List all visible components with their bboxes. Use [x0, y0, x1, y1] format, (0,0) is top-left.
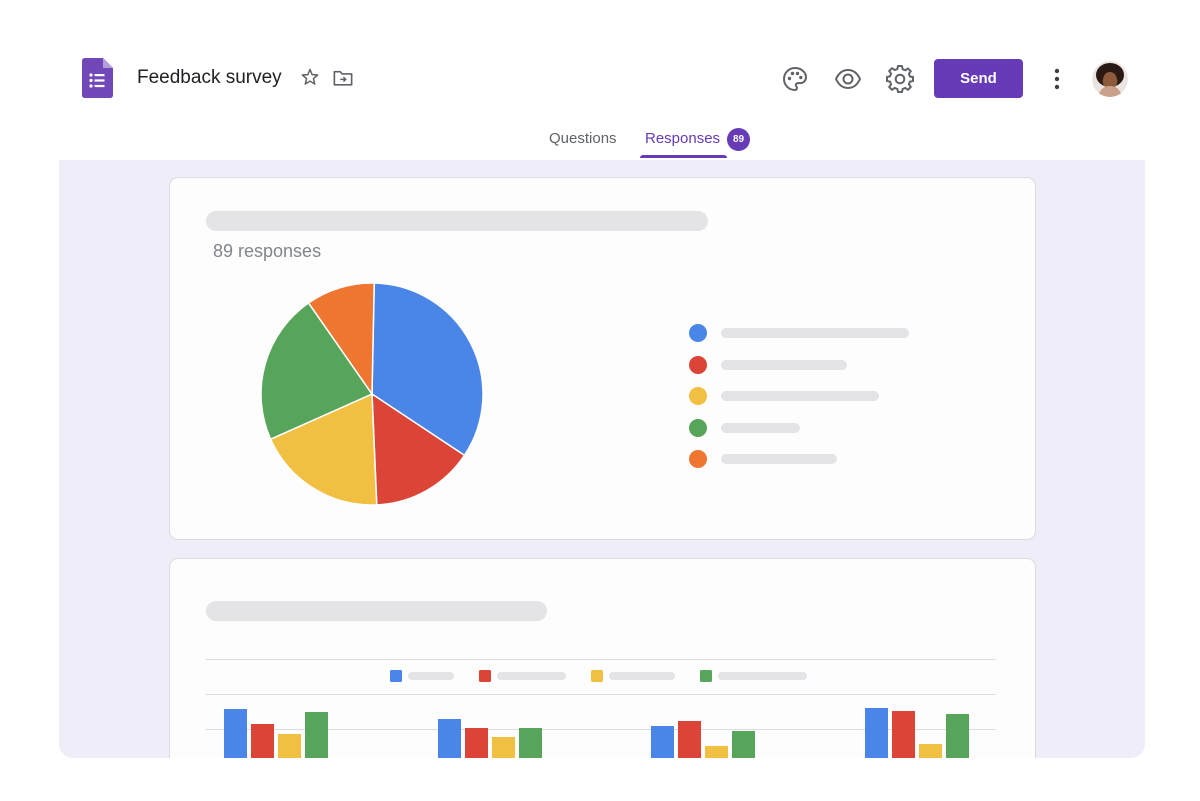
bar-g2-s2[interactable]: [465, 728, 488, 758]
bar-chart: [206, 659, 996, 758]
question-title-placeholder: [206, 601, 547, 621]
bar-g3-s4[interactable]: [732, 731, 755, 758]
bar-summary-card: [169, 558, 1036, 758]
avatar-image: [1092, 61, 1128, 97]
pie-chart: [260, 282, 484, 506]
bar-legend-swatch-1: [390, 670, 402, 682]
active-tab-indicator: [640, 155, 727, 158]
palette-icon[interactable]: [782, 66, 808, 92]
response-count: 89 responses: [213, 241, 322, 261]
send-button[interactable]: Send: [934, 59, 1023, 98]
bar-g2-s1[interactable]: [438, 719, 461, 758]
star-icon[interactable]: [300, 67, 320, 87]
bar-legend-label-placeholder-1: [408, 672, 454, 680]
legend-dot-5: [689, 450, 707, 468]
bar-g1-s3[interactable]: [278, 734, 301, 758]
legend-label-placeholder-1: [721, 328, 909, 338]
bar-g3-s1[interactable]: [651, 726, 674, 758]
form-title[interactable]: Feedback survey: [137, 67, 282, 88]
responses-count-badge: 89: [727, 128, 750, 151]
bar-legend-swatch-2: [479, 670, 491, 682]
pie-slice-2[interactable]: [371, 392, 466, 506]
tab-responses[interactable]: Responses: [645, 130, 721, 147]
bar-g1-s4[interactable]: [305, 712, 328, 758]
responses-canvas: 89 responses: [59, 160, 1145, 758]
question-title-placeholder: [206, 211, 708, 231]
bar-legend-label-placeholder-3: [609, 672, 675, 680]
bar-g3-s2[interactable]: [678, 721, 701, 758]
bar-g1-s2[interactable]: [251, 724, 274, 758]
avatar[interactable]: [1092, 61, 1128, 97]
pie-slice-3[interactable]: [269, 392, 378, 506]
bar-g3-s3[interactable]: [705, 746, 728, 758]
preview-eye-icon[interactable]: [834, 67, 862, 91]
more-vert-icon[interactable]: [1050, 67, 1064, 91]
bar-g4-s3[interactable]: [919, 744, 942, 758]
bar-g1-s1[interactable]: [224, 709, 247, 758]
tab-bar: Questions Responses 89: [0, 122, 1200, 160]
top-bar: Feedback survey Send: [60, 40, 1145, 120]
forms-logo-icon[interactable]: [82, 58, 113, 98]
bar-legend-swatch-3: [591, 670, 603, 682]
legend-dot-4: [689, 418, 707, 437]
bar-g4-s4[interactable]: [946, 714, 969, 758]
bar-g4-s1[interactable]: [865, 708, 888, 758]
move-to-folder-icon[interactable]: [333, 69, 353, 87]
settings-gear-icon[interactable]: [886, 65, 914, 93]
legend-dot-1: [689, 324, 707, 342]
bar-g4-s2[interactable]: [892, 711, 915, 758]
bar-legend-label-placeholder-2: [497, 672, 566, 680]
pie-slice-4[interactable]: [260, 301, 374, 441]
tab-questions[interactable]: Questions: [549, 130, 617, 147]
legend-label-placeholder-5: [721, 454, 837, 464]
legend-dot-2: [689, 355, 707, 374]
legend-label-placeholder-2: [721, 359, 847, 370]
bar-legend-label-placeholder-4: [718, 672, 807, 680]
legend-label-placeholder-4: [721, 422, 800, 433]
pie-slice-5[interactable]: [307, 282, 375, 397]
bar-g2-s3[interactable]: [492, 737, 515, 758]
legend-label-placeholder-3: [721, 391, 879, 401]
bar-g2-s4[interactable]: [519, 728, 542, 758]
bar-legend-swatch-4: [700, 670, 712, 682]
pie-summary-card: 89 responses: [169, 177, 1036, 540]
legend-dot-3: [689, 387, 707, 405]
